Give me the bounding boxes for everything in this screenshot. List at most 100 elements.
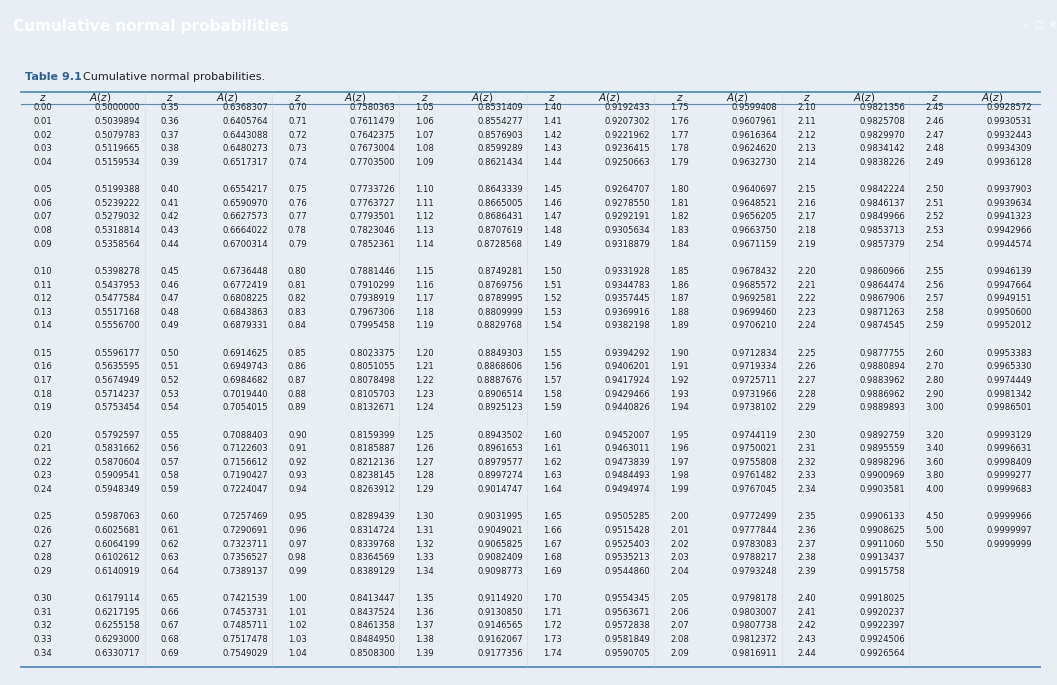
Text: 0.9895559: 0.9895559 — [859, 444, 905, 453]
Text: 0.55: 0.55 — [161, 431, 180, 440]
Text: 0.8576903: 0.8576903 — [477, 131, 523, 140]
Text: 0.22: 0.22 — [33, 458, 52, 467]
Text: 0.9394292: 0.9394292 — [605, 349, 650, 358]
Text: 0.9939634: 0.9939634 — [987, 199, 1033, 208]
Text: 0.9788217: 0.9788217 — [731, 553, 778, 562]
Text: 0.14: 0.14 — [33, 321, 52, 330]
Text: 0.8105703: 0.8105703 — [350, 390, 395, 399]
Text: 1.68: 1.68 — [543, 553, 561, 562]
Text: $z$: $z$ — [675, 92, 684, 103]
Text: 0.9993129: 0.9993129 — [987, 431, 1033, 440]
Text: 0.9725711: 0.9725711 — [733, 376, 778, 385]
Text: 1.16: 1.16 — [415, 281, 434, 290]
Text: 0.9849966: 0.9849966 — [859, 212, 905, 221]
Text: 0.8554277: 0.8554277 — [477, 117, 523, 126]
Text: 0.9049021: 0.9049021 — [477, 526, 523, 535]
Text: 1.40: 1.40 — [543, 103, 561, 112]
Text: 0.8484950: 0.8484950 — [350, 635, 395, 644]
Text: 0.10: 0.10 — [33, 267, 52, 276]
Text: 0.61: 0.61 — [161, 526, 180, 535]
Text: 0.62: 0.62 — [161, 540, 180, 549]
Text: 0.7611479: 0.7611479 — [350, 117, 395, 126]
Text: 0.7019440: 0.7019440 — [222, 390, 268, 399]
Text: 0.9162067: 0.9162067 — [477, 635, 523, 644]
Text: 0.9755808: 0.9755808 — [731, 458, 778, 467]
Text: 0.9908625: 0.9908625 — [859, 526, 905, 535]
Text: 0.21: 0.21 — [33, 444, 52, 453]
Text: 1.71: 1.71 — [543, 608, 561, 617]
Text: 1.55: 1.55 — [543, 349, 561, 358]
Text: 0.9082409: 0.9082409 — [477, 553, 523, 562]
Text: 0.9946139: 0.9946139 — [987, 267, 1033, 276]
Text: 0.8621434: 0.8621434 — [477, 158, 523, 167]
Text: 0.9719334: 0.9719334 — [733, 362, 778, 371]
Text: 0.9936128: 0.9936128 — [987, 158, 1033, 167]
Text: 2.53: 2.53 — [925, 226, 944, 235]
Text: 1.44: 1.44 — [543, 158, 561, 167]
Text: 0.5079783: 0.5079783 — [95, 131, 141, 140]
Text: 2.19: 2.19 — [798, 240, 816, 249]
Text: 0.5437953: 0.5437953 — [95, 281, 141, 290]
Text: 0.9934309: 0.9934309 — [987, 144, 1033, 153]
Text: 0.6843863: 0.6843863 — [222, 308, 268, 317]
Text: 0.9834142: 0.9834142 — [859, 144, 905, 153]
Text: 0.7673004: 0.7673004 — [350, 144, 395, 153]
Text: 1.53: 1.53 — [543, 308, 561, 317]
Text: 1.58: 1.58 — [543, 390, 561, 399]
Text: 0.90: 0.90 — [289, 431, 307, 440]
Text: 0.8461358: 0.8461358 — [350, 621, 395, 630]
Text: $A(z)$: $A(z)$ — [89, 91, 111, 104]
Text: 0.88: 0.88 — [288, 390, 307, 399]
Text: 0.7323711: 0.7323711 — [222, 540, 268, 549]
Text: 1.30: 1.30 — [415, 512, 434, 521]
Text: 2.17: 2.17 — [798, 212, 816, 221]
Text: 0.9761482: 0.9761482 — [731, 471, 778, 480]
Text: 1.92: 1.92 — [670, 376, 689, 385]
Text: 1.54: 1.54 — [543, 321, 561, 330]
Text: 2.27: 2.27 — [798, 376, 816, 385]
Text: 0.5948349: 0.5948349 — [95, 485, 141, 494]
Text: 0.6590970: 0.6590970 — [222, 199, 268, 208]
Text: 0.8728568: 0.8728568 — [477, 240, 523, 249]
Text: 0.41: 0.41 — [161, 199, 180, 208]
Text: 0.9744119: 0.9744119 — [733, 431, 778, 440]
Text: 1.88: 1.88 — [670, 308, 689, 317]
Text: 0.7793501: 0.7793501 — [350, 212, 395, 221]
Text: 1.01: 1.01 — [289, 608, 307, 617]
Text: 0.9382198: 0.9382198 — [605, 321, 650, 330]
Text: 2.31: 2.31 — [798, 444, 816, 453]
Text: 0.83: 0.83 — [288, 308, 307, 317]
Text: 0.5000000: 0.5000000 — [95, 103, 141, 112]
Text: 2.10: 2.10 — [798, 103, 816, 112]
Text: 0.7910299: 0.7910299 — [350, 281, 395, 290]
Text: Cumulative normal probabilities: Cumulative normal probabilities — [13, 19, 289, 34]
Text: 0.82: 0.82 — [288, 294, 307, 303]
Text: 1.11: 1.11 — [415, 199, 434, 208]
Text: 0.8849303: 0.8849303 — [477, 349, 523, 358]
Text: 0.7485711: 0.7485711 — [222, 621, 268, 630]
Text: 0.7356527: 0.7356527 — [222, 553, 268, 562]
Text: 0.9922397: 0.9922397 — [859, 621, 905, 630]
Text: 3.80: 3.80 — [925, 471, 944, 480]
Text: 0.9706210: 0.9706210 — [733, 321, 778, 330]
Text: 0.9924506: 0.9924506 — [859, 635, 905, 644]
Text: 0.9484493: 0.9484493 — [605, 471, 650, 480]
Text: 1.32: 1.32 — [415, 540, 434, 549]
Text: 0.9331928: 0.9331928 — [605, 267, 650, 276]
Text: 0.86: 0.86 — [288, 362, 307, 371]
Text: 0.5870604: 0.5870604 — [95, 458, 141, 467]
Text: 0.72: 0.72 — [289, 131, 307, 140]
Text: Table 9.1: Table 9.1 — [25, 71, 81, 82]
Text: 0.5477584: 0.5477584 — [95, 294, 141, 303]
Text: 0.7054015: 0.7054015 — [222, 403, 268, 412]
Text: 2.18: 2.18 — [798, 226, 816, 235]
Text: 1.34: 1.34 — [415, 567, 434, 576]
Text: 0.31: 0.31 — [33, 608, 52, 617]
Text: □: □ — [1035, 20, 1043, 29]
Text: 0.8132671: 0.8132671 — [350, 403, 395, 412]
Text: 0.5517168: 0.5517168 — [95, 308, 141, 317]
Text: 0.9932443: 0.9932443 — [987, 131, 1033, 140]
Text: 0.9874545: 0.9874545 — [859, 321, 905, 330]
Text: 0.8023375: 0.8023375 — [350, 349, 395, 358]
Text: 0.8212136: 0.8212136 — [350, 458, 395, 467]
